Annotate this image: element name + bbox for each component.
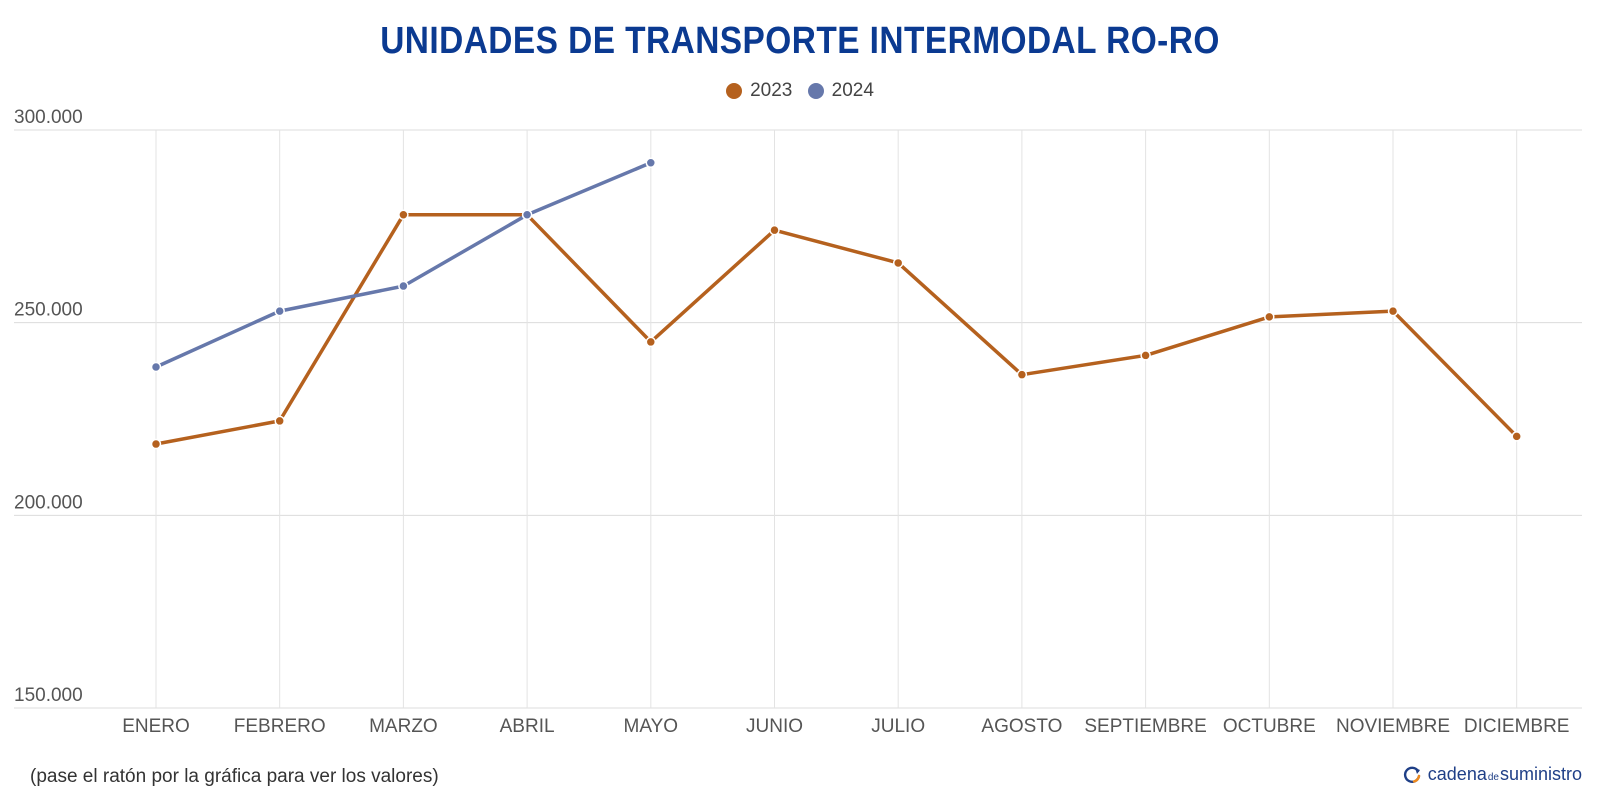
x-tick-label: FEBRERO bbox=[234, 716, 326, 737]
legend-marker-2024 bbox=[807, 83, 824, 99]
x-tick-label: MAYO bbox=[624, 716, 679, 737]
legend: 2023 2024 bbox=[0, 80, 1600, 105]
x-tick-label: JUNIO bbox=[746, 716, 803, 737]
series-2024-point bbox=[398, 280, 409, 292]
x-tick-label: ENERO bbox=[122, 716, 190, 737]
y-tick-label: 300.000 bbox=[14, 107, 83, 128]
y-tick-label: 200.000 bbox=[14, 492, 83, 513]
x-tick-label: NOVIEMBRE bbox=[1336, 716, 1450, 737]
series-2023-point bbox=[892, 257, 904, 269]
series-2024-point bbox=[150, 361, 162, 373]
x-tick-label: OCTUBRE bbox=[1223, 716, 1316, 737]
series-points bbox=[150, 157, 1522, 450]
brand-logo: cadena de suministro bbox=[1402, 764, 1582, 785]
series-2023-point bbox=[1140, 350, 1151, 361]
x-tick-label: SEPTIEMBRE bbox=[1084, 716, 1206, 737]
series-2024-point bbox=[645, 157, 657, 169]
series-2023-point bbox=[1264, 311, 1275, 323]
series-2023-point bbox=[1387, 305, 1399, 317]
legend-marker-2023 bbox=[726, 83, 743, 99]
brand-text-cadena: cadena bbox=[1427, 764, 1487, 784]
y-axis-ticks: 150.000 200.000 250.000 300.000 bbox=[14, 107, 83, 706]
series-2023-line bbox=[154, 213, 1519, 446]
legend-label-2024: 2024 bbox=[831, 80, 874, 101]
x-axis-ticks: ENERO FEBRERO MARZO ABRIL MAYO JUNIO JULIO AGOS… bbox=[122, 716, 1569, 737]
brand-text-de: de bbox=[1487, 772, 1499, 783]
x-tick-label: DICIEMBRE bbox=[1464, 716, 1570, 737]
grid bbox=[14, 129, 1582, 709]
series-2023-point bbox=[274, 415, 285, 427]
series-lines bbox=[154, 161, 1519, 446]
x-tick-label: AGOSTO bbox=[981, 716, 1062, 737]
legend-item-2024[interactable]: 2024 bbox=[807, 80, 874, 102]
series-2024-point bbox=[521, 209, 533, 221]
x-tick-label: MARZO bbox=[369, 716, 438, 737]
brand-refresh-icon bbox=[1403, 766, 1420, 783]
series-2023-point bbox=[150, 438, 162, 450]
chart-title: UNIDADES DE TRANSPORTE INTERMODAL RO-RO bbox=[380, 20, 1220, 62]
x-tick-label: JULIO bbox=[871, 716, 925, 737]
series-2024-point bbox=[274, 305, 285, 317]
series-2023-point bbox=[1016, 369, 1028, 380]
legend-label-2023: 2023 bbox=[750, 80, 793, 101]
series-2023-point bbox=[1511, 431, 1522, 442]
series-2023-point bbox=[645, 336, 657, 348]
x-tick-label: ABRIL bbox=[500, 716, 555, 737]
footnote: (pase el ratón por la gráfica para ver l… bbox=[30, 766, 439, 787]
series-2023-point bbox=[769, 224, 780, 236]
brand-text-suministro: suministro bbox=[1499, 764, 1582, 784]
series-2023-point bbox=[398, 209, 409, 221]
y-tick-label: 250.000 bbox=[14, 300, 83, 321]
legend-item-2023[interactable]: 2023 bbox=[726, 80, 792, 102]
y-tick-label: 150.000 bbox=[14, 685, 83, 706]
